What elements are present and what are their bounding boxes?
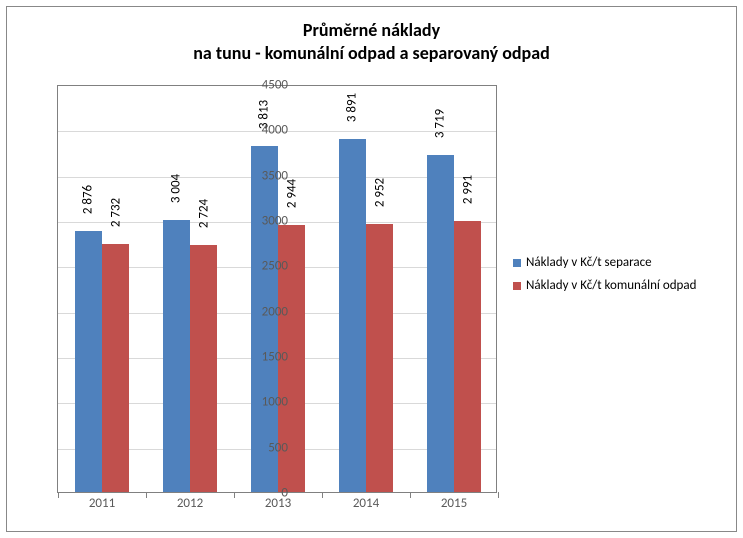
bar xyxy=(75,231,102,492)
y-axis-label: 0 xyxy=(281,486,288,501)
y-axis-label: 1000 xyxy=(262,395,288,410)
chart-title-line1: Průměrné náklady xyxy=(7,19,736,42)
bar-value-label: 3 891 xyxy=(345,93,360,122)
bar-value-label: 2 876 xyxy=(81,185,96,214)
plot-area: 20112012201320142015 2 8762 7323 0042 72… xyxy=(57,85,497,493)
bar xyxy=(190,245,217,492)
bar xyxy=(102,244,129,492)
bar-value-label: 2 991 xyxy=(460,175,475,204)
bar-value-label: 2 944 xyxy=(284,179,299,208)
bar-value-label: 2 732 xyxy=(108,198,123,227)
legend-label: Náklady v Kč/t separace xyxy=(526,255,652,270)
y-axis-label: 2500 xyxy=(262,259,288,274)
y-axis-label: 2000 xyxy=(262,304,288,319)
x-tick xyxy=(58,492,59,498)
bar-value-label: 3 004 xyxy=(169,173,184,202)
x-axis-label: 2012 xyxy=(177,496,203,511)
x-tick xyxy=(234,492,235,498)
x-tick xyxy=(322,492,323,498)
bar xyxy=(454,221,481,492)
y-axis-label: 500 xyxy=(268,440,288,455)
y-axis-label: 3500 xyxy=(262,168,288,183)
chart-frame: Průměrné náklady na tunu - komunální odp… xyxy=(6,6,737,532)
x-axis-label: 2011 xyxy=(89,496,115,511)
legend-label: Náklady v Kč/t komunální odpad xyxy=(526,278,696,293)
legend-item: Náklady v Kč/t komunální odpad xyxy=(513,278,727,293)
bar xyxy=(339,139,366,492)
bar-value-label: 2 724 xyxy=(196,199,211,228)
legend-swatch xyxy=(513,259,521,267)
legend-swatch xyxy=(513,282,521,290)
y-axis-label: 4000 xyxy=(262,123,288,138)
chart-title: Průměrné náklady na tunu - komunální odp… xyxy=(7,19,736,64)
legend: Náklady v Kč/t separace Náklady v Kč/t ko… xyxy=(513,255,727,301)
bar xyxy=(427,155,454,492)
legend-item: Náklady v Kč/t separace xyxy=(513,255,727,270)
y-axis-label: 1500 xyxy=(262,350,288,365)
bar xyxy=(163,220,190,492)
chart-title-line2: na tunu - komunální odpad a separovaný o… xyxy=(7,42,736,65)
bar-value-label: 3 719 xyxy=(433,109,448,138)
x-axis: 20112012201320142015 xyxy=(58,492,496,512)
x-axis-label: 2014 xyxy=(353,496,379,511)
y-axis-label: 3000 xyxy=(262,214,288,229)
x-axis-label: 2015 xyxy=(441,496,467,511)
bar xyxy=(366,224,393,492)
x-tick xyxy=(498,492,499,498)
x-tick xyxy=(410,492,411,498)
bar-value-label: 2 952 xyxy=(372,178,387,207)
x-tick xyxy=(146,492,147,498)
y-axis-label: 4500 xyxy=(262,78,288,93)
